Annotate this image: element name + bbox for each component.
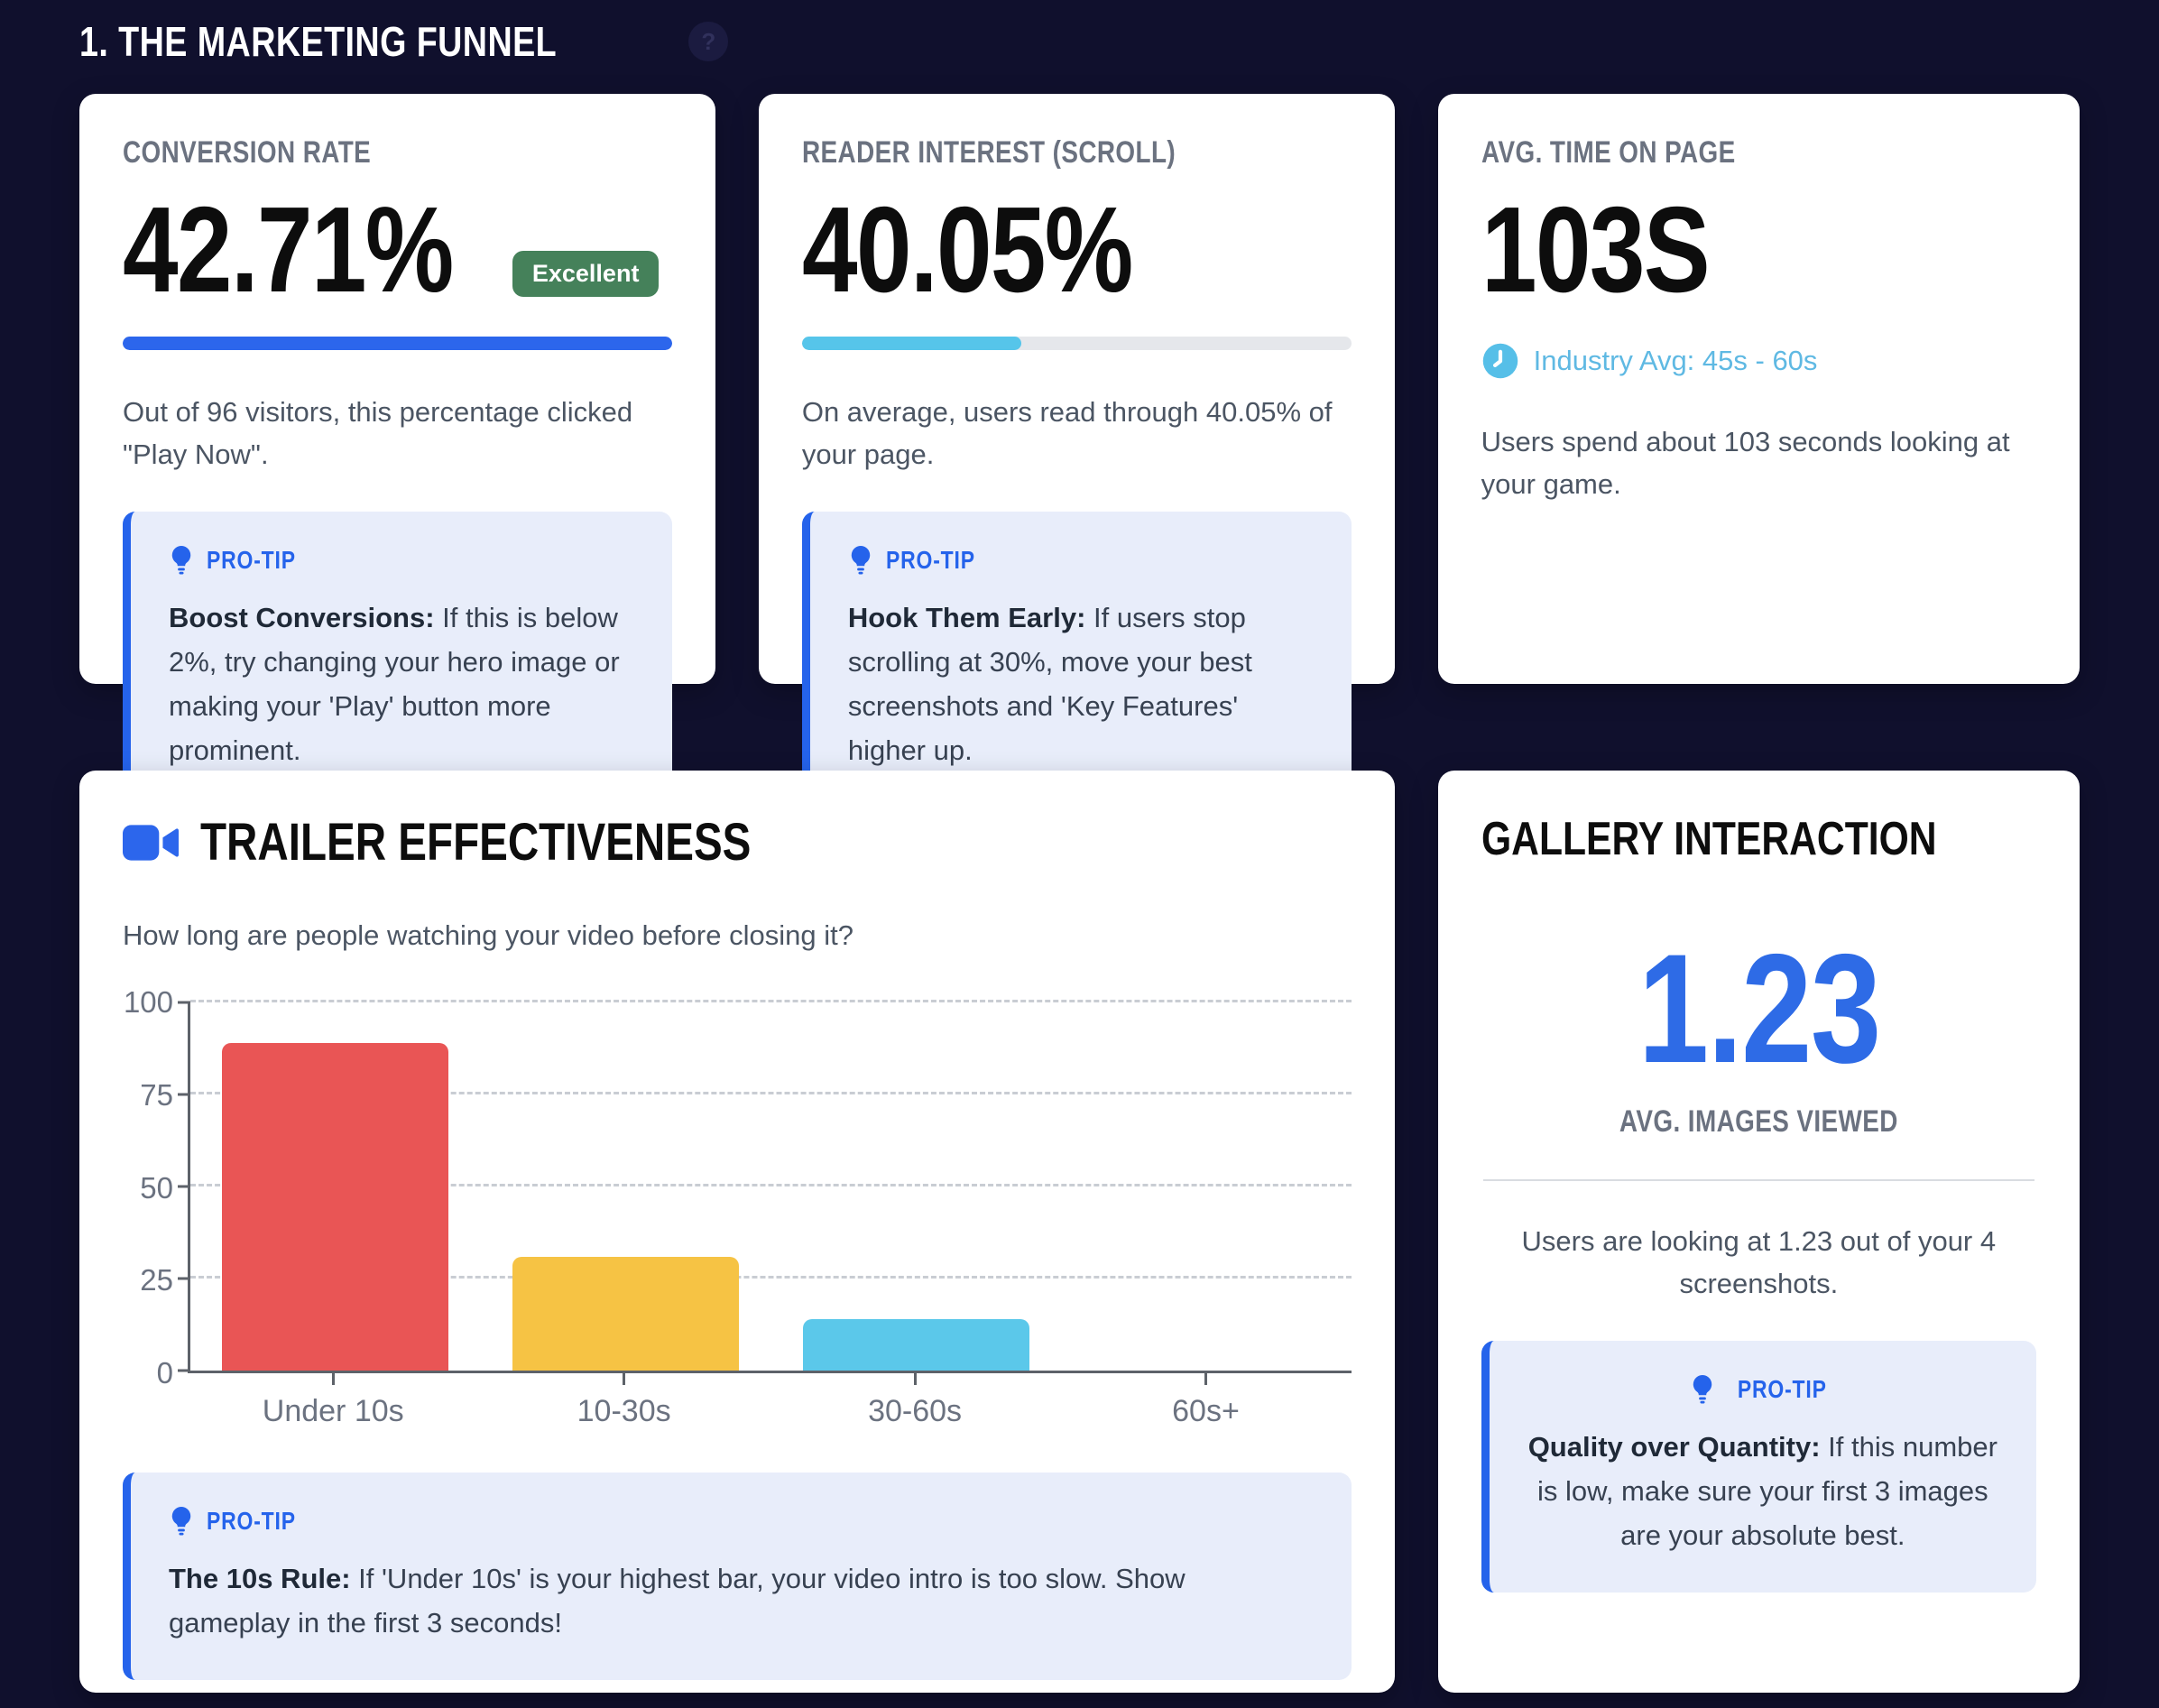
reader-value-row: 40.05% — [801, 181, 1352, 318]
chart-bar-slot-10-30s — [481, 1002, 771, 1371]
status-badge: Excellent — [512, 251, 660, 298]
protip-text: Hook Them Early: If users stop scrolling… — [847, 602, 1252, 767]
chart-bars — [190, 1002, 1352, 1371]
industry-average-text: Industry Avg: 45s - 60s — [1533, 345, 1818, 377]
x-tick-label-under-10s: Under 10s — [262, 1394, 404, 1428]
gallery-description: Users are looking at 1.23 out of your 4 … — [1521, 1225, 1997, 1299]
conversion-value-row: 42.71% Excellent — [123, 181, 672, 318]
trailer-effectiveness-card: TRAILER EFFECTIVENESS How long are peopl… — [79, 771, 1395, 1693]
avg-time-description: Users spend about 103 seconds looking at… — [1481, 426, 2010, 500]
y-tick-25 — [178, 1277, 190, 1280]
chart-bar-slot-30-60s — [770, 1002, 1061, 1371]
y-tick-100 — [178, 1001, 190, 1004]
reader-progress-fill — [801, 337, 1022, 351]
help-icon[interactable]: ? — [688, 22, 729, 61]
gridline-75 — [190, 1092, 1352, 1094]
conversion-progress-fill — [123, 337, 672, 351]
trailer-header: TRAILER EFFECTIVENESS — [123, 812, 1352, 872]
reader-description: On average, users read through 40.05% of… — [801, 396, 1333, 470]
y-tick-0 — [178, 1369, 190, 1372]
protip-label: PRO-TIP — [885, 546, 975, 575]
x-tick-30-60s — [913, 1373, 917, 1385]
y-tick-label-0: 0 — [156, 1356, 173, 1389]
gallery-protip: PRO-TIP Quality over Quantity: If this n… — [1481, 1341, 2036, 1593]
gallery-value-label: AVG. IMAGES VIEWED — [1619, 1104, 1898, 1139]
trailer-chart: 0 25 50 75 100 Under 10s 10-30s 30-60s 60s+ — [123, 985, 1352, 1429]
protip-header: PRO-TIP — [169, 546, 634, 575]
protip-text: Boost Conversions: If this is below 2%, … — [169, 602, 620, 767]
conversion-rate-label: CONVERSION RATE — [123, 135, 372, 170]
gallery-title: GALLERY INTERACTION — [1481, 813, 1937, 865]
conversion-progress-bar — [123, 337, 672, 351]
gridline-100 — [190, 1000, 1352, 1002]
x-tick-10-30s — [623, 1373, 626, 1385]
industry-average-row: Industry Avg: 45s - 60s — [1481, 342, 2036, 380]
protip-header: PRO-TIP — [1527, 1375, 1998, 1404]
divider — [1482, 1179, 2034, 1181]
protip-header: PRO-TIP — [848, 546, 1314, 575]
chart-bar-under-10s[interactable] — [222, 1042, 449, 1371]
x-label-slot-30-60s: 30-60s — [770, 1373, 1060, 1429]
trailer-protip: PRO-TIP The 10s Rule: If 'Under 10s' is … — [123, 1473, 1352, 1680]
gallery-interaction-card: GALLERY INTERACTION 1.23 AVG. IMAGES VIE… — [1437, 771, 2080, 1693]
chart-bar-slot-60s- — [1061, 1002, 1352, 1371]
lightbulb-icon — [1693, 1375, 1712, 1404]
y-tick-75 — [178, 1093, 190, 1096]
y-tick-label-50: 50 — [140, 1170, 173, 1205]
chart-bar-30-60s[interactable] — [802, 1318, 1029, 1371]
conversion-rate-card: CONVERSION RATE 42.71% Excellent Out of … — [79, 94, 715, 808]
protip-label: PRO-TIP — [207, 1507, 296, 1535]
trailer-title: TRAILER EFFECTIVENESS — [200, 813, 752, 872]
reader-interest-label: READER INTEREST (SCROLL) — [801, 135, 1176, 170]
protip-header: PRO-TIP — [169, 1507, 1314, 1536]
x-tick-under-10s — [331, 1373, 335, 1385]
lightbulb-icon — [171, 546, 191, 575]
clock-icon — [1482, 343, 1518, 379]
page-title: 1. THE MARKETING FUNNEL — [79, 18, 558, 65]
protip-label: PRO-TIP — [207, 546, 296, 575]
chart-bar-10-30s[interactable] — [512, 1256, 739, 1371]
protip-text: Quality over Quantity: If this number is… — [1527, 1431, 1998, 1551]
video-camera-icon — [123, 824, 179, 861]
chart-bar-slot-under-10s — [190, 1002, 481, 1371]
x-label-slot-60s-: 60s+ — [1060, 1373, 1351, 1429]
x-tick-label-10-30s: 10-30s — [577, 1394, 671, 1428]
y-tick-label-25: 25 — [140, 1263, 173, 1297]
conversion-protip: PRO-TIP Boost Conversions: If this is be… — [123, 512, 672, 808]
lightbulb-icon — [851, 546, 871, 575]
conversion-description: Out of 96 visitors, this percentage clic… — [123, 396, 633, 470]
y-tick-50 — [178, 1185, 190, 1188]
protip-label: PRO-TIP — [1737, 1375, 1827, 1403]
chart-y-axis-labels: 0 25 50 75 100 — [123, 985, 188, 1389]
gridline-50 — [190, 1184, 1352, 1186]
x-label-slot-10-30s: 10-30s — [478, 1373, 769, 1429]
reader-interest-card: READER INTEREST (SCROLL) 40.05% On avera… — [758, 94, 1395, 808]
gridline-25 — [190, 1276, 1352, 1279]
reader-interest-value: 40.05% — [801, 181, 1133, 318]
avg-time-label: AVG. TIME ON PAGE — [1481, 135, 1736, 170]
conversion-rate-value: 42.71% — [123, 181, 454, 318]
x-tick-60s- — [1204, 1373, 1207, 1385]
gallery-value: 1.23 — [1638, 922, 1881, 1095]
avg-time-value-row: 103S — [1481, 181, 2036, 318]
page-header: 1. THE MARKETING FUNNEL ? — [79, 9, 2080, 74]
x-tick-label-60s-: 60s+ — [1172, 1394, 1240, 1428]
chart-plot — [178, 1000, 1352, 1373]
protip-text: The 10s Rule: If 'Under 10s' is your hig… — [169, 1563, 1186, 1639]
chart-question: How long are people watching your video … — [123, 919, 853, 951]
avg-time-value: 103S — [1481, 181, 1711, 318]
x-tick-label-30-60s: 30-60s — [868, 1394, 963, 1428]
x-label-slot-under-10s: Under 10s — [188, 1373, 478, 1429]
y-tick-label-75: 75 — [140, 1077, 173, 1112]
reader-progress-bar — [801, 337, 1352, 351]
avg-time-card: AVG. TIME ON PAGE 103S Industry Avg: 45s… — [1437, 94, 2080, 684]
chart-x-axis-labels: Under 10s 10-30s 30-60s 60s+ — [188, 1373, 1352, 1429]
reader-protip: PRO-TIP Hook Them Early: If users stop s… — [801, 512, 1352, 808]
lightbulb-icon — [171, 1507, 191, 1536]
cards-grid: CONVERSION RATE 42.71% Excellent Out of … — [79, 94, 2080, 1693]
y-tick-label-100: 100 — [123, 985, 173, 1019]
